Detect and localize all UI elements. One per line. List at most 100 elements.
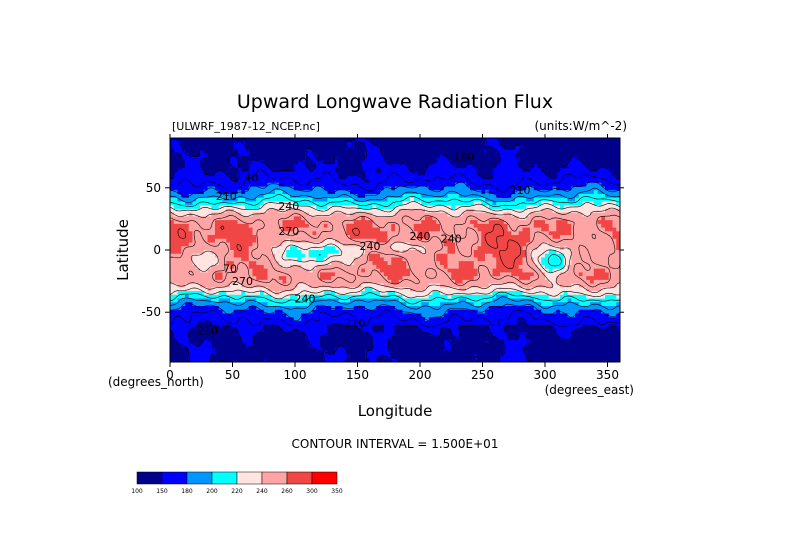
- flux-cell: [458, 182, 464, 188]
- flux-cell: [500, 242, 505, 247]
- flux-cell: [376, 186, 381, 191]
- flux-cell: [582, 164, 587, 169]
- flux-cell: [440, 179, 445, 184]
- flux-cell: [316, 283, 321, 288]
- flux-cell: [567, 179, 572, 184]
- flux-cell: [372, 235, 377, 240]
- flux-cell: [470, 250, 475, 255]
- flux-cell: [466, 175, 471, 180]
- flux-cell: [297, 272, 302, 277]
- flux-cell: [387, 205, 392, 210]
- flux-cell: [395, 152, 400, 158]
- flux-cell: [406, 141, 411, 147]
- flux-cell: [563, 205, 569, 210]
- flux-cell: [473, 205, 479, 210]
- flux-cell: [440, 149, 445, 154]
- flux-cell: [590, 227, 595, 232]
- flux-cell: [402, 235, 407, 240]
- flux-cell: [271, 283, 276, 288]
- flux-cell: [267, 167, 272, 173]
- flux-cell: [590, 279, 595, 285]
- flux-cell: [526, 164, 531, 169]
- flux-cell: [226, 235, 231, 240]
- flux-cell: [323, 179, 329, 184]
- flux-cell: [530, 208, 535, 214]
- flux-cell: [597, 179, 602, 184]
- flux-cell: [211, 291, 216, 296]
- flux-cell: [230, 171, 235, 176]
- flux-cell: [192, 205, 197, 210]
- flux-cell: [316, 216, 321, 221]
- flux-cell: [466, 171, 471, 176]
- flux-cell: [342, 264, 347, 270]
- flux-cell: [263, 246, 269, 251]
- flux-cell: [241, 208, 246, 214]
- flux-cell: [350, 227, 355, 232]
- flux-cell: [616, 201, 620, 206]
- flux-cell: [252, 171, 257, 176]
- flux-cell: [421, 287, 426, 292]
- flux-cell: [380, 264, 385, 270]
- flux-cell: [455, 276, 460, 281]
- flux-cell: [601, 179, 606, 184]
- flux-cell: [192, 201, 197, 206]
- flux-cell: [608, 171, 614, 176]
- flux-cell: [305, 141, 310, 147]
- flux-cell: [477, 268, 482, 273]
- flux-cell: [170, 171, 175, 176]
- flux-cell: [466, 160, 471, 165]
- flux-cell: [218, 279, 224, 285]
- flux-cell: [361, 264, 366, 270]
- flux-cell: [481, 186, 486, 191]
- flux-cell: [522, 138, 527, 143]
- flux-cell: [290, 261, 295, 266]
- flux-cell: [342, 186, 347, 191]
- flux-cell: [215, 242, 220, 247]
- flux-cell: [275, 141, 280, 147]
- flux-cell: [293, 216, 299, 221]
- flux-cell: [301, 149, 306, 154]
- flux-cell: [293, 201, 299, 206]
- flux-cell: [200, 276, 205, 281]
- flux-cell: [376, 279, 381, 285]
- flux-cell: [417, 138, 422, 143]
- flux-cell: [320, 261, 325, 266]
- flux-cell: [211, 179, 216, 184]
- flux-cell: [196, 264, 201, 270]
- flux-cell: [275, 283, 280, 288]
- flux-cell: [380, 152, 385, 158]
- flux-cell: [563, 264, 569, 270]
- flux-cell: [590, 197, 595, 203]
- flux-cell: [170, 141, 175, 147]
- flux-cell: [383, 279, 389, 285]
- flux-cell: [353, 205, 359, 210]
- flux-cell: [391, 212, 396, 217]
- flux-cell: [556, 264, 561, 270]
- flux-cell: [256, 272, 261, 277]
- flux-cell: [353, 276, 359, 281]
- flux-cell: [215, 212, 220, 217]
- flux-cell: [365, 156, 370, 161]
- flux-cell: [537, 227, 542, 232]
- flux-cell: [252, 145, 257, 150]
- flux-cell: [376, 149, 381, 154]
- flux-cell: [612, 253, 617, 259]
- flux-cell: [301, 201, 306, 206]
- flux-cell: [406, 216, 411, 221]
- flux-cell: [425, 175, 430, 180]
- flux-cell: [522, 238, 527, 244]
- flux-cell: [560, 160, 565, 165]
- flux-cell: [245, 287, 250, 292]
- flux-cell: [237, 164, 242, 169]
- flux-cell: [192, 164, 197, 169]
- flux-cell: [218, 164, 224, 169]
- flux-cell: [215, 264, 220, 270]
- flux-cell: [421, 264, 426, 270]
- flux-cell: [567, 235, 572, 240]
- flux-cell: [278, 205, 284, 210]
- flux-cell: [500, 257, 505, 262]
- flux-cell: [605, 182, 610, 188]
- flux-cell: [605, 152, 610, 158]
- flux-cell: [563, 283, 569, 288]
- flux-cell: [436, 287, 441, 292]
